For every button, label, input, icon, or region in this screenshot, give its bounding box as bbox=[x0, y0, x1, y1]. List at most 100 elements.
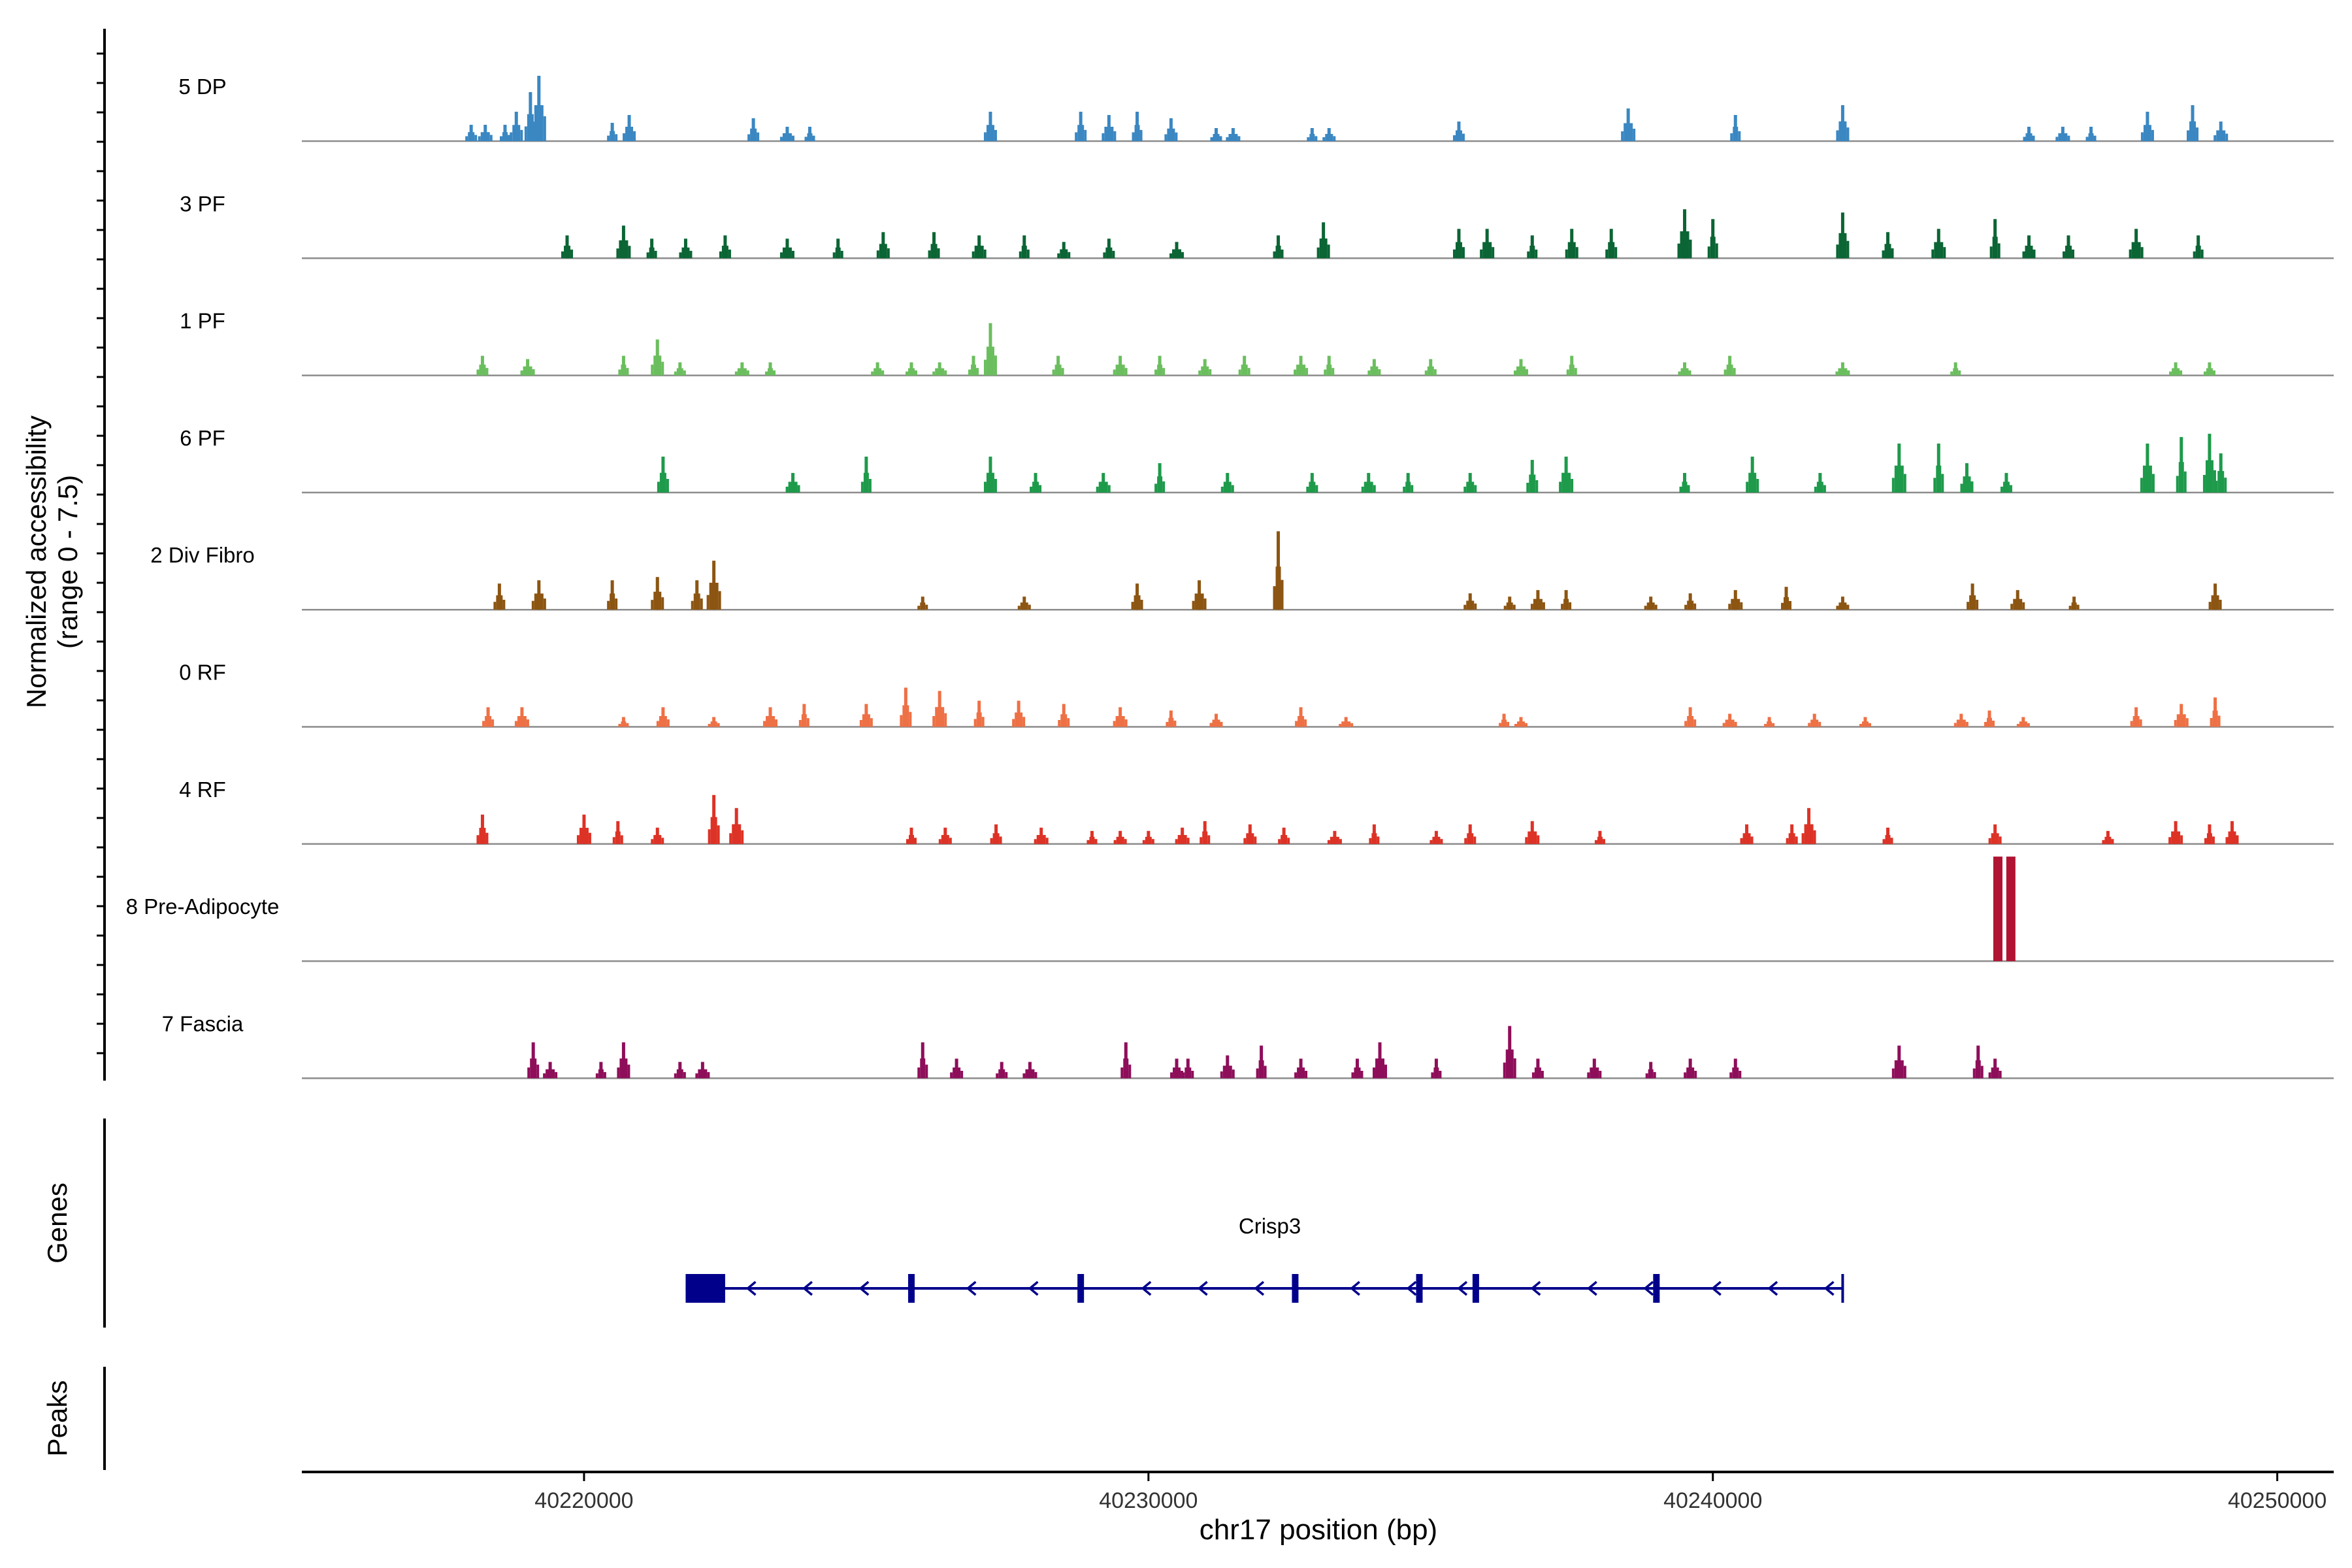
track-label: 5 DP bbox=[178, 74, 226, 99]
coverage-peak bbox=[972, 235, 987, 259]
strand-arrow bbox=[1406, 1281, 1417, 1296]
track-5-dp: 5 DP bbox=[178, 74, 2334, 142]
coverage-peak bbox=[1967, 583, 1979, 610]
track-1-pf: 1 PF bbox=[180, 309, 2334, 376]
coverage-peak bbox=[482, 707, 495, 727]
coverage-peak bbox=[646, 238, 657, 259]
coverage-peak bbox=[734, 362, 749, 376]
coverage-peak bbox=[1723, 355, 1736, 376]
coverage-peak bbox=[871, 362, 885, 376]
coverage-peak bbox=[1220, 472, 1234, 493]
coverage-peak bbox=[1327, 830, 1342, 844]
coverage-peak bbox=[1017, 596, 1031, 610]
coverage-peak bbox=[706, 561, 721, 610]
accessibility-y-axis bbox=[97, 29, 106, 1081]
coverage-peak bbox=[1096, 472, 1111, 493]
coverage-peak bbox=[765, 362, 776, 376]
strand-arrow bbox=[1710, 1281, 1722, 1296]
coverage-peak bbox=[1931, 229, 1946, 259]
coverage-peak bbox=[1707, 219, 1718, 259]
coverage-peak bbox=[1566, 355, 1577, 376]
strand-arrow bbox=[802, 1281, 813, 1296]
coverage-peak bbox=[973, 700, 985, 727]
coverage-peak bbox=[1424, 359, 1437, 376]
coverage-peak bbox=[1605, 229, 1618, 259]
coverage-peak bbox=[1361, 472, 1376, 493]
coverage-peak bbox=[478, 125, 493, 141]
coverage-peak bbox=[2140, 112, 2154, 141]
coverage-peak bbox=[747, 118, 760, 141]
coverage-peak bbox=[2140, 443, 2155, 493]
track-2-div-fibro: 2 Div Fibro bbox=[150, 531, 2334, 611]
coverage-peak bbox=[1182, 1058, 1194, 1079]
coverage-peak bbox=[1075, 112, 1087, 141]
track-label: 6 PF bbox=[180, 426, 225, 450]
coverage-peak bbox=[1452, 122, 1465, 141]
coverage-peak bbox=[1164, 118, 1178, 141]
coverage-peak bbox=[493, 583, 506, 610]
coverage-peak bbox=[1351, 1058, 1364, 1079]
coverage-peak bbox=[917, 596, 928, 610]
y-axis-title-line1: Normalized accessibility bbox=[21, 416, 52, 708]
coverage-peak bbox=[2169, 362, 2183, 376]
coverage-peak bbox=[612, 821, 623, 844]
coverage-peak bbox=[476, 814, 489, 844]
coverage-peak bbox=[2213, 122, 2229, 141]
coverage-peak bbox=[708, 717, 720, 727]
coverage-peak bbox=[1993, 857, 2002, 962]
coverage-peak bbox=[779, 238, 794, 259]
coverage-peak bbox=[917, 1042, 928, 1079]
coverage-peak bbox=[1835, 362, 1850, 376]
coverage-peak bbox=[1307, 128, 1318, 141]
gene-exon bbox=[1416, 1274, 1423, 1303]
coverage-peak bbox=[1431, 1058, 1442, 1079]
coverage-peak bbox=[1192, 580, 1207, 610]
coverage-peak bbox=[1154, 463, 1166, 493]
coverage-peak bbox=[2068, 596, 2080, 610]
coverage-peak bbox=[1677, 209, 1692, 259]
coverage-peak bbox=[1170, 1058, 1184, 1079]
strand-arrow bbox=[1197, 1281, 1208, 1296]
coverage-peak bbox=[510, 112, 523, 141]
coverage-peak bbox=[561, 235, 574, 259]
coverage-peak bbox=[2085, 127, 2097, 141]
coverage-peak bbox=[906, 827, 917, 844]
coverage-peak bbox=[1933, 443, 1944, 493]
gene-exon bbox=[908, 1274, 915, 1303]
strand-arrow bbox=[1028, 1281, 1039, 1296]
coverage-peak bbox=[1452, 229, 1465, 259]
coverage-peak bbox=[1499, 713, 1510, 727]
coverage-peak bbox=[618, 717, 629, 727]
coverage-peak bbox=[2010, 590, 2025, 610]
coverage-peak bbox=[1058, 704, 1070, 727]
coverage-peak bbox=[1132, 112, 1143, 141]
coverage-peak bbox=[906, 362, 917, 376]
coverage-peak bbox=[1950, 362, 1961, 376]
coverage-peak bbox=[1644, 596, 1658, 610]
coverage-peak bbox=[1103, 238, 1115, 259]
coverage-peak bbox=[674, 362, 686, 376]
coverage-peak bbox=[1012, 700, 1026, 727]
coverage-peak bbox=[1960, 463, 1974, 493]
coverage-tracks: 5 DP 3 PF 1 PF 6 PF 2 Div Fibro 0 RF 4 RF 8 Pre… bbox=[126, 74, 2334, 1079]
coverage-peak bbox=[1243, 824, 1257, 844]
coverage-peak bbox=[2022, 235, 2036, 259]
gene-model-crisp3: Crisp3 bbox=[685, 1214, 1844, 1303]
strand-arrow bbox=[1643, 1281, 1654, 1296]
track-label: 8 Pre-Adipocyte bbox=[126, 894, 280, 919]
coverage-peak bbox=[618, 355, 629, 376]
track-label: 3 PF bbox=[180, 191, 225, 216]
coverage-peak bbox=[1294, 1058, 1308, 1079]
coverage-peak bbox=[1120, 1042, 1132, 1079]
coverage-peak bbox=[1801, 808, 1816, 844]
coverage-peak bbox=[1238, 355, 1250, 376]
x-tick-label: 40220000 bbox=[534, 1488, 633, 1513]
coverage-peak bbox=[928, 232, 940, 259]
coverage-peak bbox=[657, 456, 669, 493]
coverage-peak bbox=[465, 125, 478, 141]
coverage-peak bbox=[1324, 355, 1335, 376]
coverage-peak bbox=[500, 125, 510, 141]
track-label: 4 RF bbox=[179, 777, 226, 802]
coverage-peak bbox=[2000, 472, 2012, 493]
coverage-peak bbox=[860, 456, 872, 493]
